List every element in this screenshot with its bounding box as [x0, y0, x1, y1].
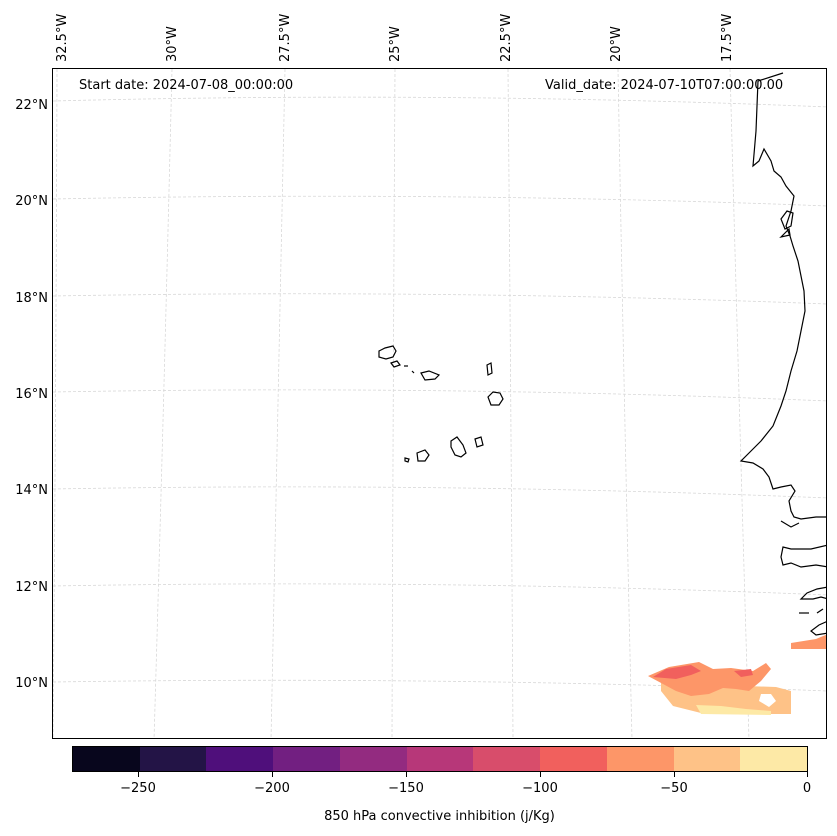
colorbar-segment: [339, 747, 407, 771]
lat-label: 18°N: [15, 291, 48, 306]
lon-label: 30°W: [165, 26, 180, 62]
colorbar-segment: [740, 747, 808, 771]
colorbar-tick: [674, 772, 675, 777]
lat-label: 14°N: [15, 483, 48, 498]
colorbar-tick-label: −200: [254, 781, 290, 796]
lon-label: 27.5°W: [278, 13, 293, 62]
lat-label: 10°N: [15, 676, 48, 691]
cin-field: [648, 634, 826, 715]
colorbar-segment: [139, 747, 207, 771]
colorbar-tick-label: −150: [388, 781, 424, 796]
colorbar-segment: [73, 747, 140, 771]
graticule: [53, 69, 826, 738]
lon-label: 32.5°W: [55, 13, 70, 62]
colorbar-tick: [272, 772, 273, 777]
lon-label: 17.5°W: [720, 13, 735, 62]
colorbar: [72, 746, 808, 772]
colorbar-segment: [206, 747, 274, 771]
lat-label: 20°N: [15, 194, 48, 209]
colorbar-tick-label: −100: [522, 781, 558, 796]
colorbar-tick-label: −250: [120, 781, 156, 796]
lat-label: 16°N: [15, 387, 48, 402]
map-canvas: [53, 69, 826, 738]
valid-date-label: Valid_date: 2024-07-10T07:00:00.00: [545, 78, 784, 93]
colorbar-tick: [138, 772, 139, 777]
colorbar-segment: [606, 747, 674, 771]
lat-label: 22°N: [15, 98, 48, 113]
colorbar-tick-label: 0: [802, 781, 812, 796]
colorbar-tick-label: −50: [660, 781, 688, 796]
colorbar-segment: [406, 747, 474, 771]
colorbar-segment: [273, 747, 340, 771]
coastlines: [378, 72, 826, 636]
start-date-label: Start date: 2024-07-08_00:00:00: [79, 78, 294, 93]
colorbar-tick: [406, 772, 407, 777]
lon-label: 20°W: [609, 26, 624, 62]
map-panel: [52, 68, 827, 739]
colorbar-tick: [807, 772, 808, 777]
lon-label: 25°W: [388, 26, 403, 62]
colorbar-title: 850 hPa convective inhibition (j/Kg): [324, 809, 555, 824]
colorbar-segment: [473, 747, 541, 771]
colorbar-segment: [673, 747, 741, 771]
lat-label: 12°N: [15, 580, 48, 595]
lon-label: 22.5°W: [499, 13, 514, 62]
colorbar-segment: [540, 747, 607, 771]
colorbar-tick: [540, 772, 541, 777]
